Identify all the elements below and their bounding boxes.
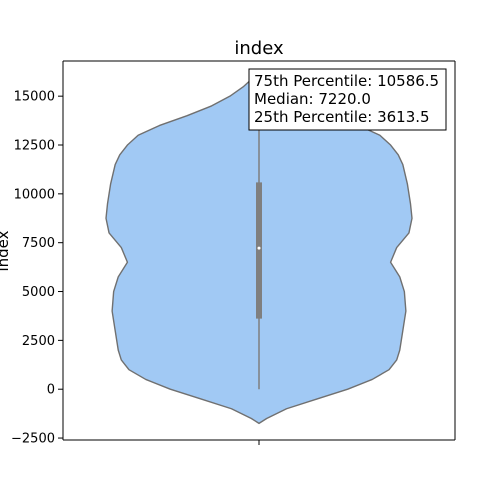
y-tick-label: −2500 [11, 432, 55, 447]
percentile-legend: 75th Percentile: 10586.5 Median: 7220.0 … [248, 68, 447, 131]
legend-25th-percentile: 25th Percentile: 3613.5 [254, 108, 430, 126]
y-tick-label: 7500 [22, 236, 55, 251]
y-tick-label: 15000 [14, 90, 55, 105]
legend-75th-percentile: 75th Percentile: 10586.5 [254, 72, 439, 90]
axes-layer [62, 60, 456, 445]
box-layer [256, 107, 262, 390]
percentile-legend-frame [248, 68, 447, 131]
y-tick-label: 5000 [22, 285, 55, 300]
y-tick-label: 0 [47, 383, 55, 398]
legend-median: Median: 7220.0 [254, 90, 371, 108]
interquartile-box [256, 182, 262, 319]
chart-title: index [234, 38, 284, 59]
y-ticks-layer: −2500 0 2500 5000 7500 10000 12500 15000 [11, 90, 63, 447]
y-tick-label: 2500 [22, 334, 55, 349]
y-tick-label: 10000 [14, 187, 55, 202]
y-axis-label: index [0, 230, 12, 271]
y-tick-label: 12500 [14, 139, 55, 154]
median-marker [257, 246, 261, 250]
